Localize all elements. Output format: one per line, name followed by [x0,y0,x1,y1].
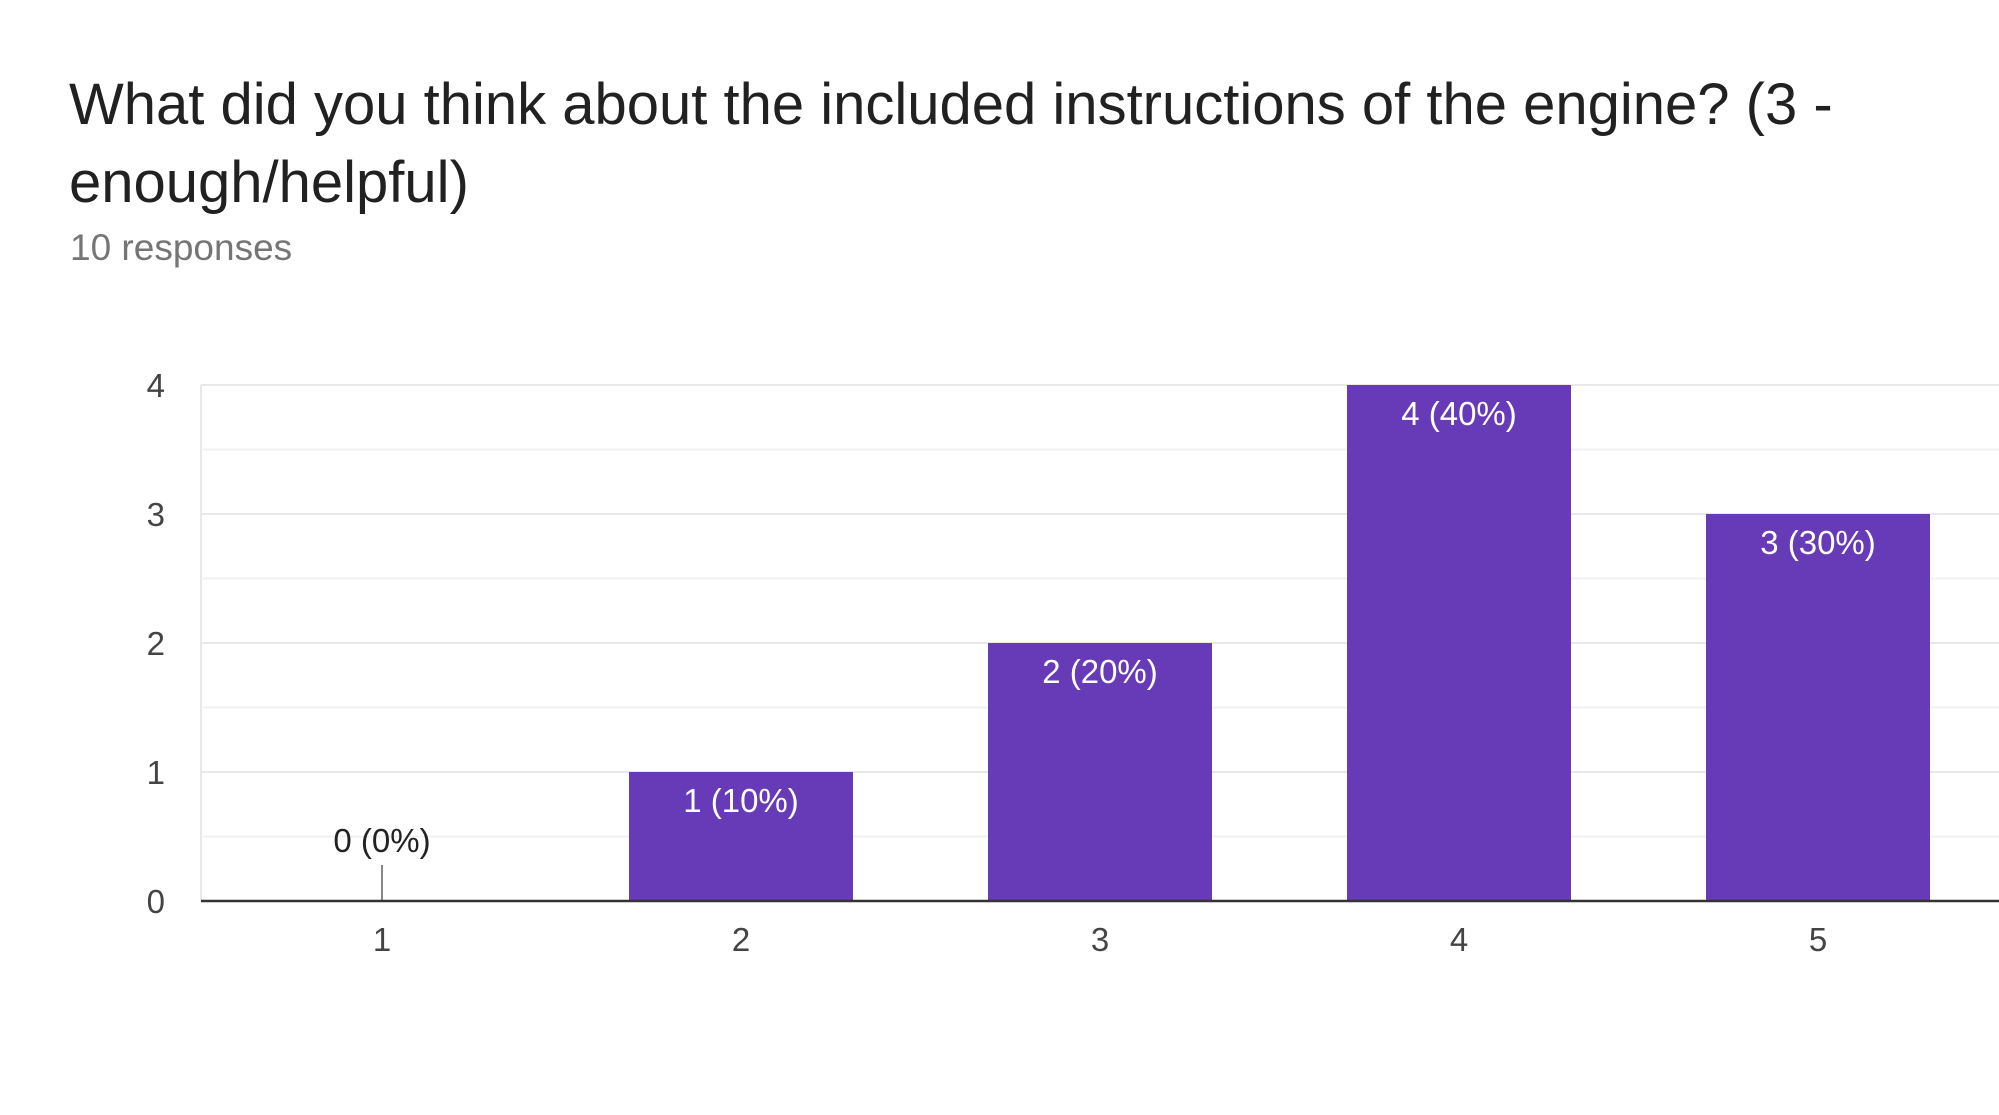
x-tick-label: 4 [1450,921,1468,958]
x-tick-label: 5 [1809,921,1827,958]
data-label: 3 (30%) [1760,524,1876,561]
response-count: 10 responses [70,227,293,268]
x-tick-label: 2 [732,921,750,958]
y-tick-label: 0 [147,883,165,920]
data-label: 0 (0%) [333,822,430,859]
y-tick-label: 2 [147,625,165,662]
x-tick-label: 1 [373,921,391,958]
y-axis-ticks: 0 1 2 3 4 [147,367,165,920]
bar [1706,514,1930,901]
data-labels: 0 (0%) 1 (10%) 2 (20%) 4 (40%) 3 (30%) [333,395,1875,859]
bar [988,643,1212,901]
data-label: 4 (40%) [1401,395,1517,432]
data-label: 1 (10%) [683,782,799,819]
x-tick-label: 3 [1091,921,1109,958]
bars [381,385,1930,901]
question-title: What did you think about the included in… [69,72,1833,215]
y-tick-label: 4 [147,367,165,404]
x-axis-ticks: 1 2 3 4 5 [373,921,1827,958]
bar [1347,385,1571,901]
y-tick-label: 3 [147,496,165,533]
bar [629,772,853,901]
y-tick-label: 1 [147,754,165,791]
data-label: 2 (20%) [1042,653,1158,690]
